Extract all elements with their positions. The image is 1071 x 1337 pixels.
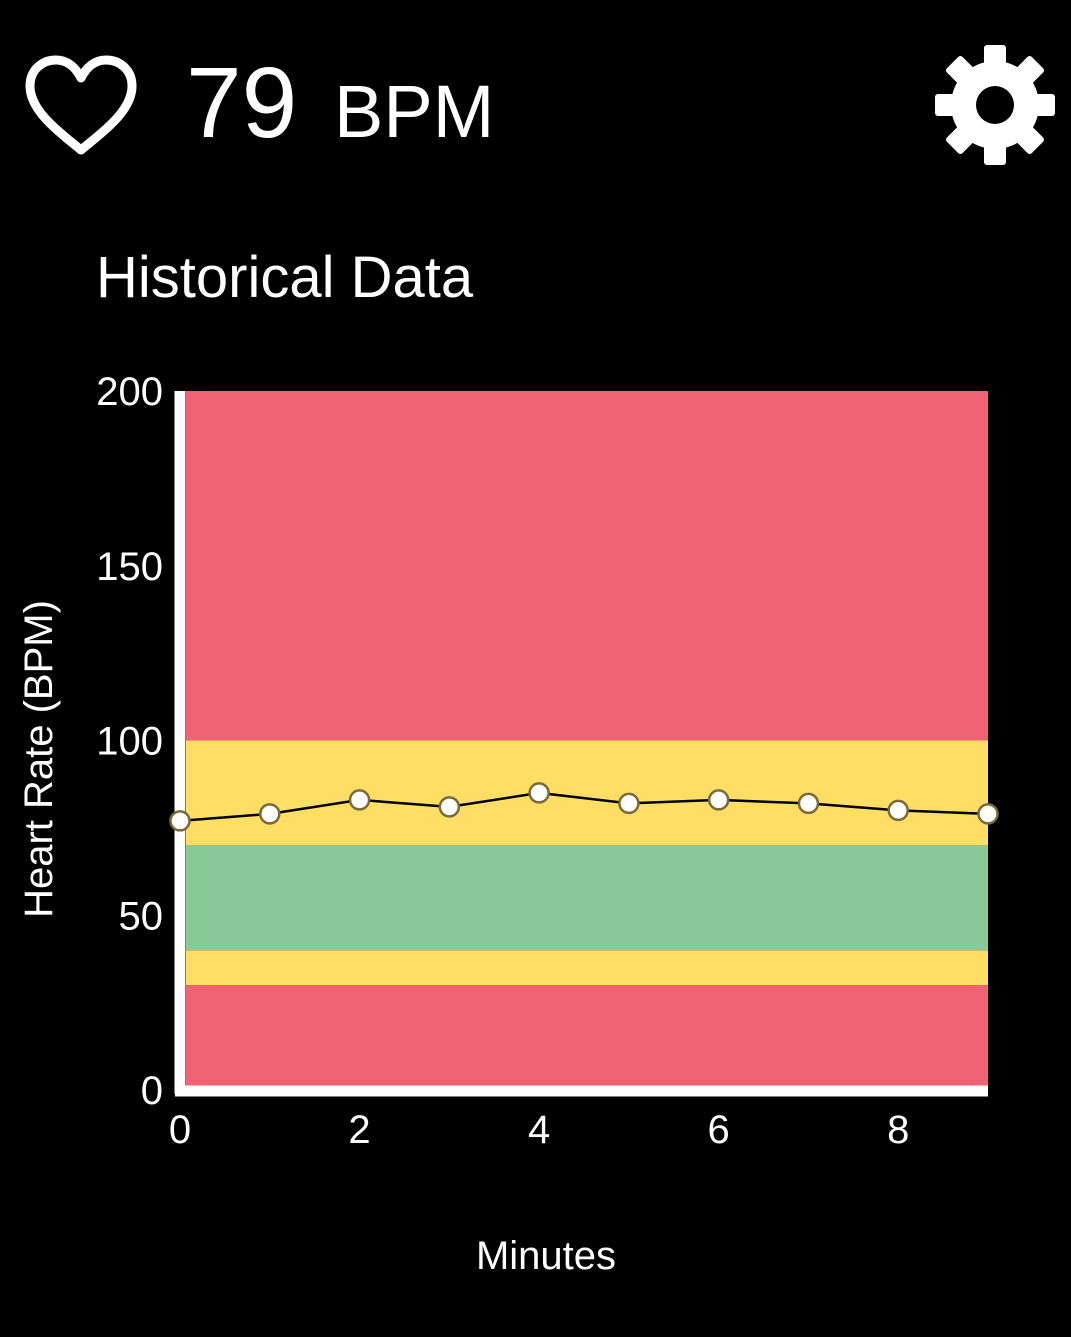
x-tick-label: 4 xyxy=(528,1108,550,1152)
data-point-0 xyxy=(171,811,190,830)
x-tick-label: 2 xyxy=(348,1108,370,1152)
y-tick-label: 0 xyxy=(141,1069,163,1113)
y-tick-label: 50 xyxy=(119,894,164,938)
data-point-6 xyxy=(709,790,728,809)
x-tick-label: 6 xyxy=(708,1108,730,1152)
data-point-8 xyxy=(889,801,908,820)
zone-normal-2 xyxy=(186,845,988,950)
x-tick-label: 0 xyxy=(169,1108,191,1152)
data-point-1 xyxy=(260,804,279,823)
y-tick-label: 100 xyxy=(96,720,163,764)
zones-layer xyxy=(186,391,988,1090)
y-tick-label: 200 xyxy=(96,370,163,414)
x-axis-label: Minutes xyxy=(476,1234,616,1278)
data-point-5 xyxy=(619,794,638,813)
data-point-4 xyxy=(530,783,549,802)
zone-danger-0 xyxy=(186,985,988,1090)
data-point-2 xyxy=(350,790,369,809)
zone-danger-4 xyxy=(186,391,988,741)
data-point-7 xyxy=(799,794,818,813)
y-axis-label: Heart Rate (BPM) xyxy=(17,600,61,918)
zone-warning-3 xyxy=(186,741,988,846)
data-point-9 xyxy=(979,804,998,823)
y-tick-label: 150 xyxy=(96,545,163,589)
zone-warning-1 xyxy=(186,950,988,985)
data-point-3 xyxy=(440,797,459,816)
x-tick-label: 8 xyxy=(887,1108,909,1152)
